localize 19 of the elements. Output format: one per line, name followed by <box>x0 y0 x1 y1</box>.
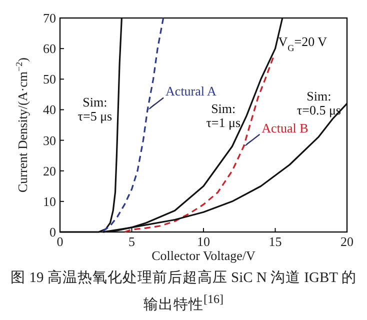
annotation: V$_{G}$=20 V <box>278 34 328 53</box>
series-label: Sim: τ=1 μs <box>206 100 241 130</box>
y-tick-label: 30 <box>43 132 56 148</box>
y-tick-label: 50 <box>43 72 56 87</box>
y-tick-label: 70 <box>43 10 56 26</box>
x-tick-label: 20 <box>340 234 354 249</box>
y-tick-label: 20 <box>43 163 56 178</box>
series-label: Actural A <box>166 84 218 99</box>
y-tick-label: 0 <box>50 224 56 240</box>
y-tick-label: 10 <box>43 194 56 209</box>
series-label: Sim: τ=5 μs <box>78 94 112 124</box>
series-label: Actual B <box>262 120 309 136</box>
text: 图 19 高温热氧化处理前后超高压 SiC N 沟道 IGBT 的输出特性$^{[16]}$ <box>10 268 357 315</box>
x-tick-label: 15 <box>268 234 282 249</box>
x-tick-label: 10 <box>197 234 210 249</box>
x-axis-title: Collector Voltage/V <box>152 248 256 263</box>
y-tick-label: 60 <box>43 41 56 56</box>
x-tick-label: 5 <box>128 234 135 249</box>
y-tick-label: 40 <box>43 102 56 118</box>
